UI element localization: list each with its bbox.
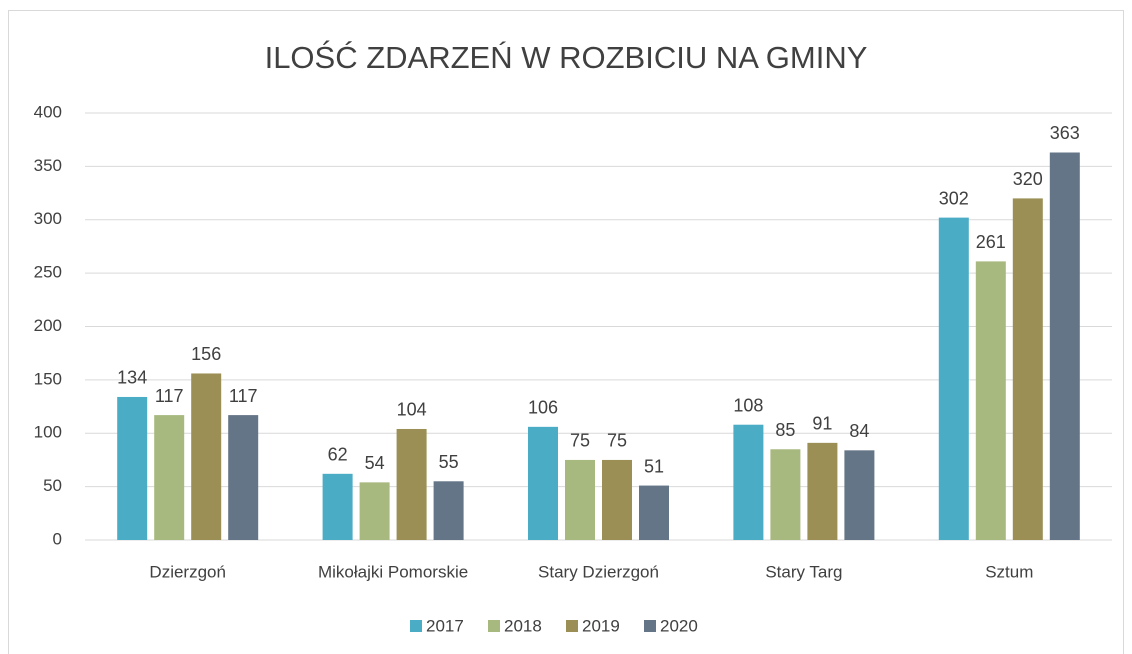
legend-label: 2017 [426, 616, 464, 635]
data-label: 62 [328, 445, 348, 465]
bar [528, 426, 558, 540]
data-label: 108 [733, 395, 763, 415]
data-label: 91 [812, 414, 832, 434]
data-label: 51 [644, 456, 664, 476]
data-label: 106 [528, 398, 558, 418]
data-label: 302 [939, 188, 969, 208]
bar [359, 482, 390, 540]
y-tick-label: 50 [43, 476, 62, 495]
data-label: 75 [570, 431, 590, 451]
data-label: 117 [229, 386, 258, 406]
y-tick-label: 250 [34, 263, 62, 282]
bar [396, 428, 427, 540]
legend-label: 2019 [582, 616, 620, 635]
legend-swatch [566, 620, 578, 632]
data-label: 104 [397, 400, 427, 420]
data-label: 134 [117, 368, 147, 388]
data-label: 85 [775, 420, 795, 440]
data-label: 55 [439, 452, 459, 472]
chart-title: ILOŚĆ ZDARZEŃ W ROZBICIU NA GMINY [265, 39, 868, 75]
legend-label: 2020 [660, 616, 698, 635]
bar [1049, 152, 1080, 540]
bar [602, 459, 632, 540]
y-tick-label: 400 [34, 102, 62, 121]
bar [1012, 198, 1043, 540]
bar [565, 459, 595, 540]
y-tick-label: 150 [34, 369, 62, 388]
y-tick-label: 350 [34, 156, 62, 175]
bar [117, 396, 148, 540]
data-label: 363 [1050, 123, 1080, 143]
bar [807, 442, 838, 540]
bar [975, 261, 1006, 540]
legend-swatch [410, 620, 422, 632]
data-label: 84 [849, 421, 869, 441]
x-tick-label: Sztum [985, 562, 1033, 581]
bar [228, 415, 259, 540]
x-tick-label: Stary Targ [765, 562, 842, 581]
bar [191, 373, 222, 540]
bar [938, 217, 969, 541]
x-tick-label: Stary Dzierzgoń [538, 562, 659, 581]
bar [154, 415, 185, 540]
data-label: 75 [607, 431, 627, 451]
legend-swatch [644, 620, 656, 632]
y-tick-label: 200 [34, 316, 62, 335]
y-tick-label: 300 [34, 209, 62, 228]
data-label: 156 [191, 344, 221, 364]
data-label: 320 [1013, 169, 1043, 189]
data-label: 117 [155, 386, 184, 406]
legend-label: 2018 [504, 616, 542, 635]
bar [322, 473, 353, 540]
x-tick-label: Dzierzgoń [149, 562, 226, 581]
bar [844, 450, 875, 540]
bar [433, 481, 464, 540]
bar [733, 424, 764, 540]
y-tick-label: 100 [34, 423, 62, 442]
data-label: 54 [365, 453, 385, 473]
x-tick-label: Mikołajki Pomorskie [318, 562, 468, 581]
chart-frame [8, 10, 1124, 654]
data-label: 261 [976, 232, 1006, 252]
bar [770, 449, 801, 540]
bar [639, 485, 669, 540]
legend-swatch [488, 620, 500, 632]
y-tick-label: 0 [53, 529, 62, 548]
